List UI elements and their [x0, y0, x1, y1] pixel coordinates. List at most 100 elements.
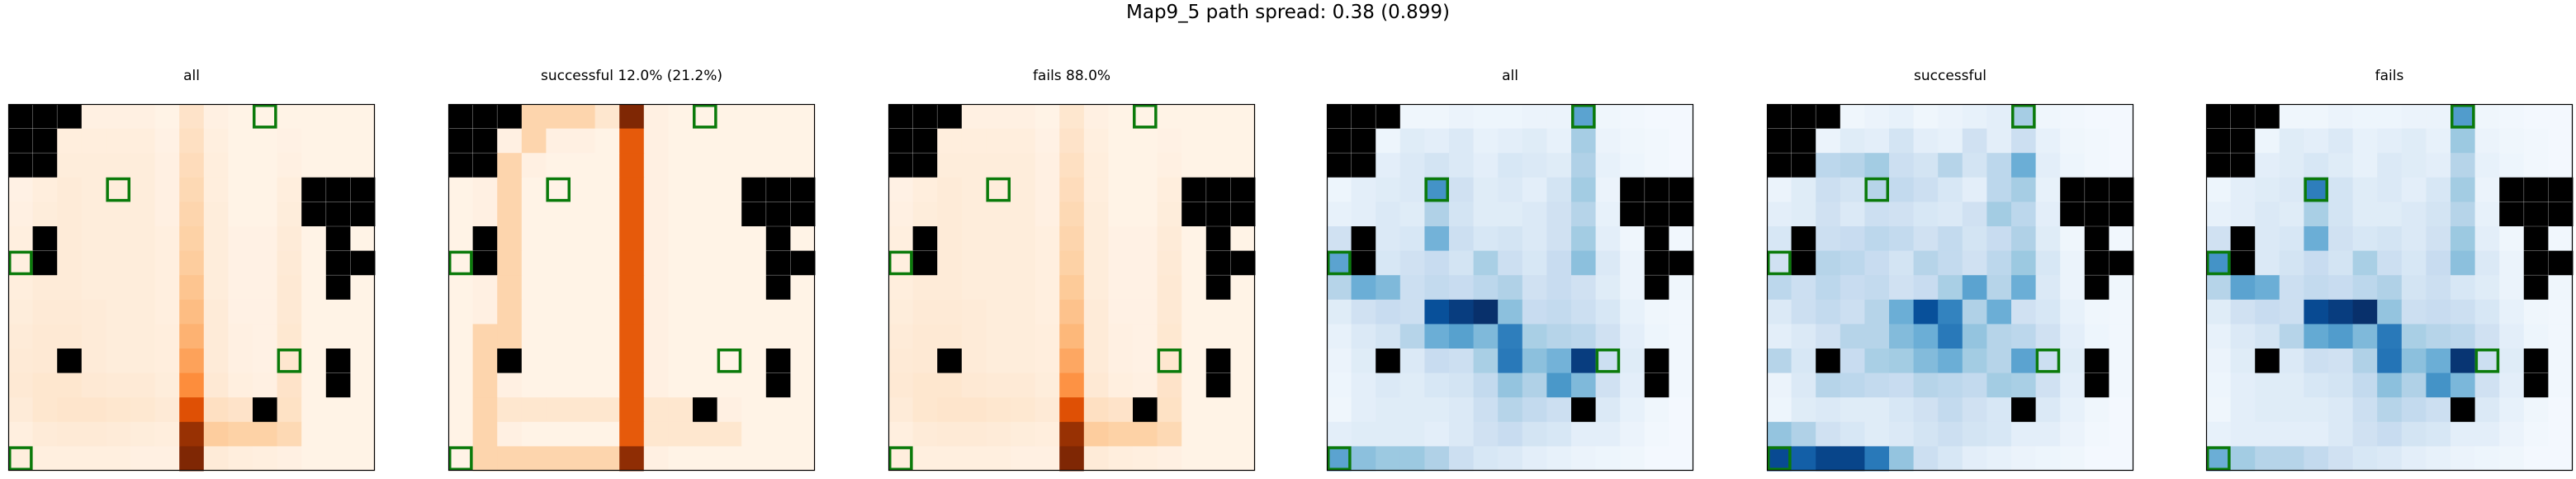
- obstacle-cell: [1669, 202, 1694, 227]
- heat-cell: [106, 397, 131, 423]
- heat-cell: [2084, 128, 2110, 154]
- heat-cell: [2255, 324, 2280, 349]
- heat-cell: [2401, 299, 2427, 325]
- heat-cell: [1133, 275, 1158, 301]
- heat-cell: [472, 202, 498, 227]
- heat-cell: [2035, 372, 2061, 398]
- heat-cell: [154, 104, 180, 130]
- goal-marker: [106, 177, 131, 202]
- heat-cell: [2499, 226, 2525, 252]
- heat-cell: [1889, 226, 1915, 252]
- heat-cell: [521, 177, 547, 202]
- heat-cell: [106, 128, 131, 154]
- obstacle-cell: [1230, 250, 1256, 276]
- heat-cell: [693, 250, 718, 276]
- heat-cell: [130, 397, 156, 423]
- heat-cell: [1962, 250, 1987, 276]
- heat-cell: [717, 397, 742, 423]
- obstacle-cell: [2084, 202, 2110, 227]
- heat-cell: [619, 202, 645, 227]
- heat-cell: [301, 104, 327, 130]
- heat-cell: [106, 202, 131, 227]
- heat-cell: [1620, 446, 1646, 472]
- panel-title: all: [183, 68, 200, 84]
- heat-cell: [986, 104, 1011, 130]
- heat-cell: [1108, 372, 1134, 398]
- heat-cell: [1083, 349, 1109, 374]
- heat-cell: [154, 226, 180, 252]
- heat-cell: [350, 324, 376, 349]
- heat-cell: [2255, 299, 2280, 325]
- heat-cell: [1424, 397, 1450, 423]
- heat-cell: [1083, 104, 1109, 130]
- heat-cell: [1522, 421, 1547, 447]
- heat-cell: [2304, 299, 2329, 325]
- heat-cell: [986, 153, 1011, 178]
- heat-cell: [2011, 202, 2037, 227]
- heat-cell: [1473, 275, 1499, 301]
- heat-cell: [253, 372, 278, 398]
- heat-cell: [2328, 250, 2354, 276]
- heat-cell: [1913, 421, 1939, 447]
- heat-cell: [253, 250, 278, 276]
- heat-cell: [32, 421, 58, 447]
- heat-cell: [1498, 104, 1523, 130]
- heat-cell: [1351, 349, 1376, 374]
- heat-cell: [2401, 104, 2427, 130]
- heat-cell: [1522, 202, 1547, 227]
- heat-cell: [1133, 128, 1158, 154]
- heat-cell: [1889, 128, 1915, 154]
- heat-cell: [888, 421, 914, 447]
- heat-cell: [32, 349, 58, 374]
- obstacle-cell: [1791, 104, 1816, 130]
- heat-cell: [2255, 446, 2280, 472]
- heat-cell: [2352, 226, 2378, 252]
- heat-cell: [668, 324, 694, 349]
- obstacle-cell: [497, 104, 523, 130]
- goal-marker: [1424, 177, 1450, 202]
- heat-cell: [1473, 177, 1499, 202]
- heat-cell: [1669, 275, 1694, 301]
- obstacle-cell: [1816, 349, 1841, 374]
- heat-cell: [57, 202, 83, 227]
- heat-cell: [154, 397, 180, 423]
- heat-cell: [1327, 349, 1352, 374]
- heat-cell: [301, 128, 327, 154]
- heat-cell: [2060, 275, 2086, 301]
- heat-cell: [57, 421, 83, 447]
- heat-cell: [57, 177, 83, 202]
- heat-cell: [765, 397, 791, 423]
- heat-cell: [741, 349, 767, 374]
- heat-cell: [2426, 397, 2451, 423]
- goal-marker: [1133, 104, 1158, 129]
- heat-cell: [2499, 104, 2525, 130]
- obstacle-cell: [1230, 177, 1256, 202]
- heat-cell: [790, 299, 816, 325]
- heat-cell: [57, 397, 83, 423]
- heat-cell: [741, 372, 767, 398]
- heat-cell: [1230, 153, 1256, 178]
- heat-cell: [1571, 177, 1597, 202]
- heat-cell: [521, 299, 547, 325]
- heat-cell: [2230, 177, 2256, 202]
- heat-cell: [1595, 226, 1621, 252]
- heat-cell: [32, 177, 58, 202]
- heat-cell: [1620, 104, 1646, 130]
- obstacle-cell: [1816, 104, 1841, 130]
- heat-cell: [1108, 324, 1134, 349]
- heat-cell: [1376, 177, 1401, 202]
- heat-cell: [1767, 226, 1792, 252]
- heat-cell: [1424, 153, 1450, 178]
- heat-cell: [1230, 324, 1256, 349]
- obstacle-cell: [2230, 104, 2256, 130]
- heat-cell: [1595, 250, 1621, 276]
- heat-cell: [1083, 128, 1109, 154]
- heat-cell: [1059, 446, 1085, 472]
- heat-cell: [888, 397, 914, 423]
- heat-cell: [130, 177, 156, 202]
- heat-cell: [325, 104, 351, 130]
- heat-cell: [1571, 372, 1597, 398]
- heat-cell: [1962, 226, 1987, 252]
- heat-cell: [1840, 104, 1865, 130]
- heat-cell: [741, 153, 767, 178]
